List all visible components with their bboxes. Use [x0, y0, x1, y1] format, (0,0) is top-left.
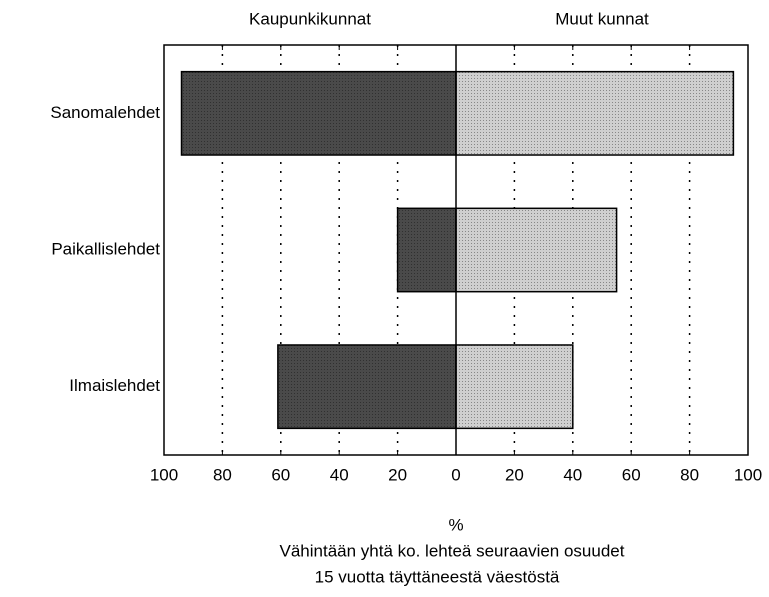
x-tick-label: 100: [150, 465, 178, 484]
bar-texture: [277, 344, 456, 429]
y-tick-label: Paikallislehdet: [51, 239, 160, 258]
bar-texture: [181, 71, 456, 156]
x-tick-label: 40: [563, 465, 582, 484]
legend-label: Muut kunnat: [555, 9, 649, 28]
x-axis-label: %: [448, 515, 463, 534]
bar-texture: [456, 344, 573, 429]
y-tick-label: Sanomalehdet: [50, 103, 160, 122]
note: Vähintään yhtä ko. lehteä seuraavien osu…: [280, 541, 625, 560]
note: 15 vuotta täyttäneestä väestöstä: [315, 567, 560, 586]
y-tick-label: Ilmaislehdet: [69, 376, 160, 395]
bar-texture: [456, 208, 617, 292]
bar-texture: [397, 208, 456, 292]
x-tick-label: 40: [330, 465, 349, 484]
x-tick-label: 60: [622, 465, 641, 484]
x-tick-label: 20: [388, 465, 407, 484]
x-tick-label: 80: [213, 465, 232, 484]
x-tick-label: 0: [451, 465, 460, 484]
x-tick-label: 60: [271, 465, 290, 484]
x-tick-label: 100: [734, 465, 762, 484]
x-tick-label: 80: [680, 465, 699, 484]
bar-texture: [456, 71, 734, 156]
legend-label: Kaupunkikunnat: [249, 9, 371, 28]
x-tick-label: 20: [505, 465, 524, 484]
